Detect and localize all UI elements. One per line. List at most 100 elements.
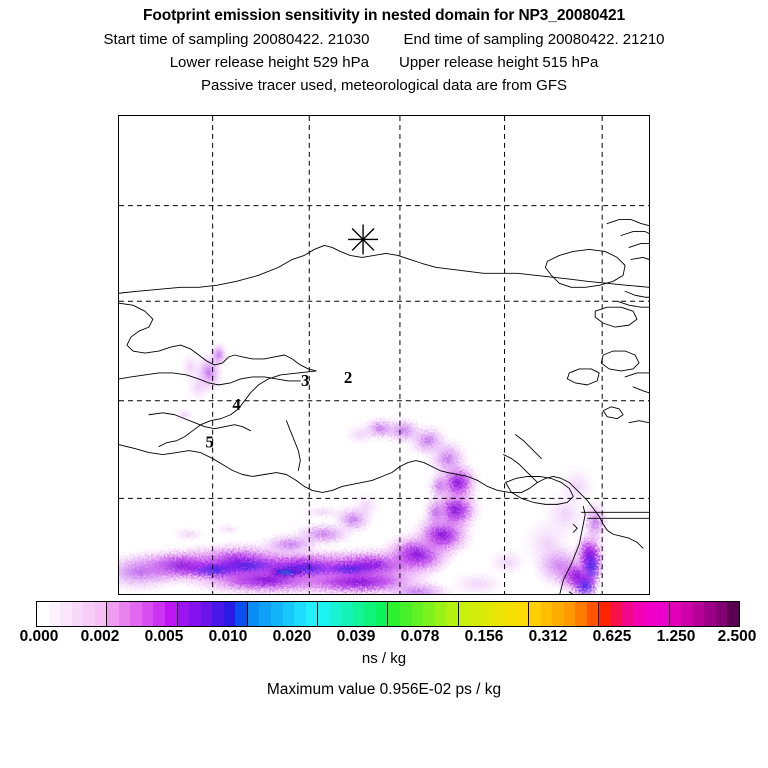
end-time-label: End time of sampling 20080422. 21210: [403, 31, 665, 48]
release-point-asterisk-icon: [348, 224, 379, 255]
release-height-line: Lower release height 529 hPa Upper releas…: [0, 54, 768, 71]
gridlines: [119, 116, 649, 594]
colorbar-step: [141, 602, 154, 626]
colorbar-tick-label: 0.156: [464, 628, 504, 645]
sampling-time-line: Start time of sampling 20080422. 21030 En…: [0, 31, 768, 48]
colorbar-step: [411, 602, 424, 626]
trajectory-label-2: 2: [344, 368, 352, 387]
colorbar-step: [318, 602, 330, 626]
colorbar-step: [552, 602, 564, 626]
colorbar-step: [388, 602, 401, 626]
colorbar-step: [329, 602, 342, 626]
colorbar-tick-label: 1.250: [656, 628, 696, 645]
colorbar-tick-label: 0.312: [528, 628, 568, 645]
colorbar-step: [83, 602, 95, 626]
colorbar-step: [715, 602, 728, 626]
colorbar-segment: [107, 602, 178, 626]
colorbar-step: [235, 602, 247, 626]
colorbar-tick-label: 0.005: [144, 628, 184, 645]
colorbar-step: [341, 602, 353, 626]
footprint-plume: [119, 415, 610, 594]
colorbar-unit-label: ns / kg: [361, 650, 407, 667]
colorbar-step: [71, 602, 84, 626]
colorbar-step: [400, 602, 412, 626]
colorbar-tick-label: 2.500: [717, 628, 757, 645]
footprint-plume-alaska: [174, 341, 229, 423]
colorbar-step: [504, 602, 517, 626]
colorbar-tick-label: 0.039: [336, 628, 376, 645]
colorbar-step: [270, 602, 283, 626]
colorbar-step: [458, 602, 471, 626]
colorbar-step: [94, 602, 107, 626]
colorbar-step: [634, 602, 646, 626]
colorbar-segment: [458, 602, 530, 626]
colorbar-step: [294, 602, 306, 626]
colorbar-segment: [599, 602, 670, 626]
colorbar-step: [657, 602, 669, 626]
colorbar-segment: [669, 602, 739, 626]
trajectory-label-5: 5: [205, 433, 213, 452]
colorbar-segment: [37, 602, 108, 626]
colorbar-segment: [318, 602, 389, 626]
colorbar-step: [516, 602, 529, 626]
colorbar-step: [118, 602, 131, 626]
colorbar-step: [212, 602, 224, 626]
colorbar-step: [446, 602, 458, 626]
colorbar-segment: [177, 602, 248, 626]
colorbar-step: [704, 602, 716, 626]
colorbar-step: [434, 602, 447, 626]
colorbar-step: [189, 602, 201, 626]
colorbar-step: [282, 602, 295, 626]
footprint-map-svg: 2 3 4 5: [119, 116, 649, 594]
colorbar-segment: [247, 602, 319, 626]
colorbar-tick-label: 0.000: [19, 628, 59, 645]
colorbar-step: [37, 602, 49, 626]
colorbar-step: [727, 602, 739, 626]
colorbar-step: [223, 602, 236, 626]
colorbar-step: [529, 602, 541, 626]
colorbar-step: [423, 602, 435, 626]
colorbar-step: [247, 602, 260, 626]
colorbar-step: [259, 602, 271, 626]
header-block: Footprint emission sensitivity in nested…: [0, 0, 768, 94]
colorbar-step: [177, 602, 190, 626]
page-title: Footprint emission sensitivity in nested…: [143, 7, 625, 24]
colorbar-step: [493, 602, 505, 626]
colorbar-step: [60, 602, 72, 626]
colorbar-tick-label: 0.078: [400, 628, 440, 645]
colorbar-step: [130, 602, 142, 626]
colorbar-step: [305, 602, 318, 626]
lower-release-height-label: Lower release height 529 hPa: [169, 54, 369, 71]
trajectory-label-3: 3: [301, 371, 309, 390]
colorbar-tick-label: 0.625: [592, 628, 632, 645]
colorbar-step: [669, 602, 682, 626]
colorbar-step: [575, 602, 587, 626]
colorbar-step: [540, 602, 553, 626]
colorbar-step: [470, 602, 482, 626]
colorbar-step: [153, 602, 166, 626]
colorbar-segment: [529, 602, 600, 626]
colorbar-tick-labels: 0.000 0.002 0.005 0.010 0.020 0.039 0.078 0.156…: [0, 628, 768, 650]
colorbar-step: [645, 602, 658, 626]
colorbar-step: [622, 602, 635, 626]
start-time-label: Start time of sampling 20080422. 21030: [103, 31, 370, 48]
colorbar-step: [364, 602, 376, 626]
map-plot-area: 2 3 4 5: [118, 115, 650, 595]
colorbar-step: [692, 602, 705, 626]
colorbar-segment: [388, 602, 459, 626]
colorbar-tick-label: 0.002: [80, 628, 120, 645]
colorbar: [36, 601, 740, 627]
upper-release-height-label: Upper release height 515 hPa: [399, 54, 599, 71]
trajectory-label-4: 4: [232, 395, 241, 414]
colorbar-step: [481, 602, 494, 626]
colorbar-step: [352, 602, 365, 626]
coastline-group: [119, 219, 649, 594]
colorbar-step: [48, 602, 61, 626]
colorbar-step: [586, 602, 599, 626]
colorbar-tick-label: 0.010: [208, 628, 248, 645]
colorbar-step: [610, 602, 623, 626]
tracer-info-label: Passive tracer used, meteorological data…: [201, 77, 567, 94]
maximum-value-label: Maximum value 0.956E-02 ps / kg: [266, 681, 502, 698]
colorbar-step: [200, 602, 213, 626]
colorbar-step: [599, 602, 611, 626]
